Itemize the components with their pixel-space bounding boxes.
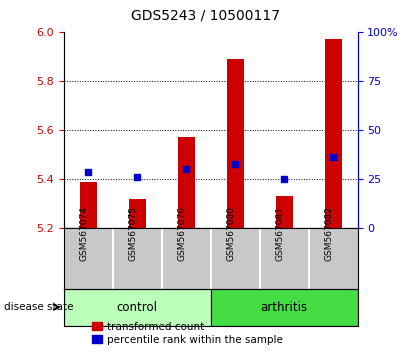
- Text: GDS5243 / 10500117: GDS5243 / 10500117: [131, 9, 280, 23]
- Point: [232, 162, 238, 167]
- Bar: [325, 39, 342, 228]
- Text: GSM567082: GSM567082: [324, 206, 333, 261]
- Text: GSM567075: GSM567075: [128, 206, 137, 261]
- Bar: [129, 199, 146, 228]
- Point: [85, 169, 92, 175]
- Text: GSM567076: GSM567076: [177, 206, 186, 261]
- Bar: [80, 182, 97, 228]
- Bar: [275, 196, 293, 228]
- Text: control: control: [117, 301, 158, 314]
- Text: GSM567080: GSM567080: [226, 206, 235, 261]
- Bar: [64, 289, 210, 326]
- Bar: [226, 59, 244, 228]
- Text: arthritis: arthritis: [261, 301, 308, 314]
- Point: [330, 154, 336, 160]
- Point: [183, 166, 189, 172]
- Legend: transformed count, percentile rank within the sample: transformed count, percentile rank withi…: [88, 317, 287, 349]
- Text: GSM567081: GSM567081: [275, 206, 284, 261]
- Bar: [211, 289, 358, 326]
- Point: [281, 176, 287, 182]
- Point: [134, 174, 141, 179]
- Bar: [178, 137, 195, 228]
- Text: disease state: disease state: [4, 302, 74, 312]
- Text: GSM567074: GSM567074: [79, 206, 88, 261]
